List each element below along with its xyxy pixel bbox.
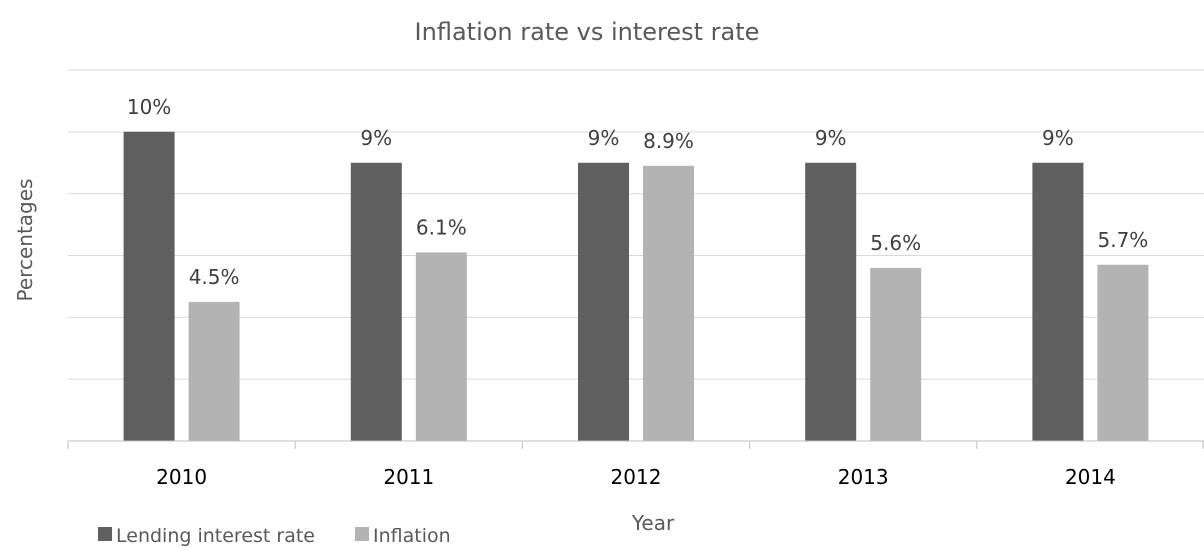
bar-lending-rate [578, 162, 629, 441]
data-label: 9% [1042, 126, 1074, 150]
data-label: 8.9% [643, 129, 694, 153]
bar-inflation [415, 252, 467, 441]
x-tick-label: 2011 [383, 465, 434, 489]
data-label: 5.6% [870, 231, 921, 255]
gridlines [68, 69, 1204, 380]
legend-label: Lending interest rate [116, 525, 315, 547]
bar-inflation [643, 165, 694, 441]
x-tick-label: 2013 [838, 465, 889, 489]
x-axis-title: Year [631, 511, 675, 535]
y-axis-title: Percentages [13, 179, 37, 302]
legend-swatch [355, 527, 369, 541]
x-tick-label: 2014 [1065, 465, 1116, 489]
bar-inflation [188, 301, 240, 441]
data-label: 4.5% [189, 265, 240, 289]
data-labels-group: 10% 9% 9% 9% 9% 4.5% 6.1% 8.9% 5.6% 5.7% [127, 95, 1148, 289]
data-label: 10% [127, 95, 171, 119]
legend-swatch [98, 527, 112, 541]
data-label: 6.1% [416, 215, 467, 239]
legend: Lending interest rate Inflation [98, 525, 451, 547]
data-label: 5.7% [1097, 228, 1148, 252]
data-label: 9% [360, 126, 392, 150]
bar-inflation [1097, 264, 1149, 441]
data-label: 9% [815, 126, 847, 150]
bars-group [123, 131, 1149, 442]
x-tick-label: 2012 [611, 465, 662, 489]
bar-lending-rate [805, 162, 857, 441]
x-tick-label: 2010 [156, 465, 207, 489]
bar-inflation [870, 267, 922, 441]
x-axis: 2010 2011 2012 2013 2014 [67, 440, 1204, 489]
bar-lending-rate [123, 131, 175, 442]
bar-lending-rate [1032, 162, 1084, 441]
chart-title: Inflation rate vs interest rate [415, 18, 760, 46]
bar-lending-rate [350, 162, 402, 441]
data-label: 9% [588, 126, 620, 150]
legend-label: Inflation [373, 525, 451, 547]
